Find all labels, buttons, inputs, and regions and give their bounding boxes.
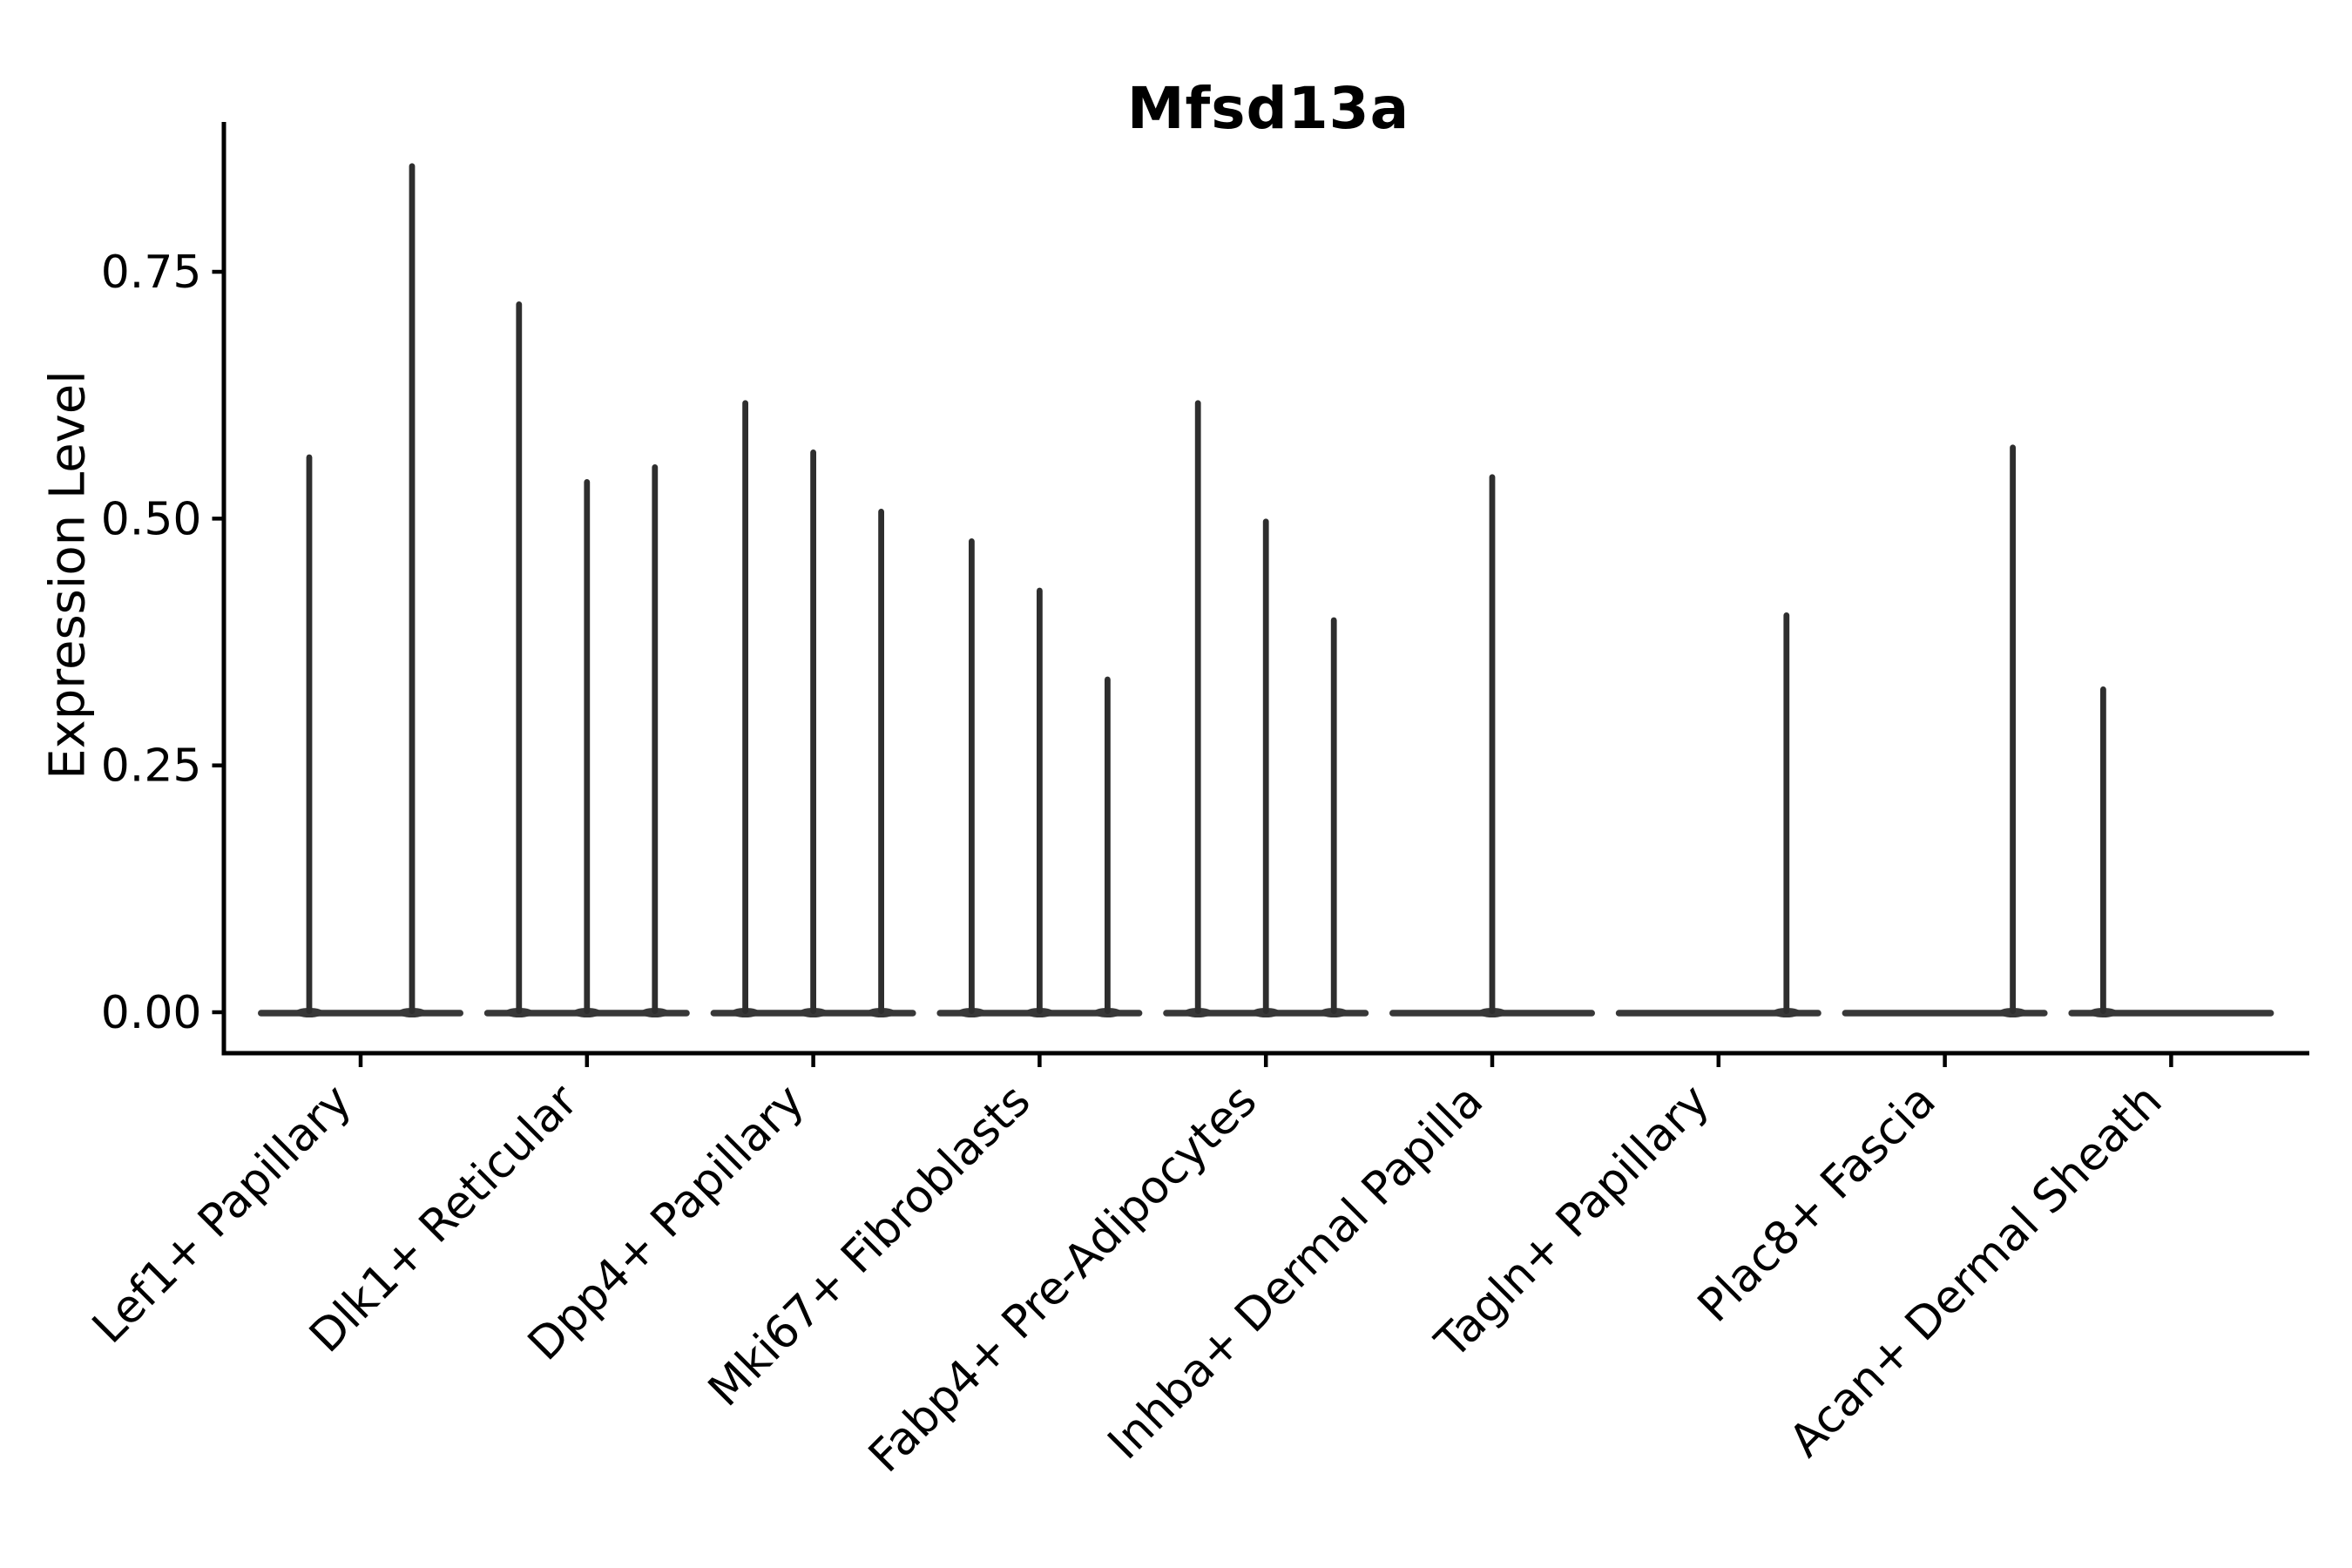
violin-spike bbox=[2100, 686, 2106, 1014]
violin-spike bbox=[878, 509, 884, 1014]
y-tick-label: 0.25 bbox=[101, 740, 202, 793]
x-tick-label: Acan+ Dermal Sheath bbox=[1780, 1075, 2173, 1468]
violin-spike bbox=[1105, 676, 1111, 1014]
y-tick-label: 0.00 bbox=[101, 987, 202, 1039]
violin-spike bbox=[1194, 400, 1201, 1014]
violin-spike bbox=[1330, 617, 1337, 1014]
violin-spike bbox=[742, 400, 748, 1014]
violin-base bbox=[2068, 1010, 2274, 1017]
y-tick-label: 0.75 bbox=[101, 247, 202, 299]
violin-spike bbox=[516, 301, 523, 1014]
x-tick-label: Fabp4+ Pre-Adipocytes bbox=[859, 1075, 1267, 1483]
violin-spike bbox=[969, 538, 975, 1014]
violin-spike bbox=[1489, 474, 1496, 1014]
violin-spike bbox=[409, 163, 416, 1014]
x-tick-label: Inhba+ Dermal Papilla bbox=[1098, 1075, 1493, 1470]
x-axis-spine bbox=[221, 1051, 2309, 1056]
violin-base bbox=[1842, 1010, 2048, 1017]
violin-spike bbox=[1037, 587, 1043, 1014]
violin-spike bbox=[652, 464, 659, 1014]
violin-spike bbox=[584, 479, 591, 1014]
violin-spike bbox=[1783, 612, 1790, 1014]
violin-spike bbox=[1262, 518, 1269, 1014]
violin-base bbox=[258, 1010, 463, 1017]
violin-spike bbox=[306, 454, 313, 1014]
violin-spike bbox=[2010, 444, 2016, 1014]
violin-spike bbox=[810, 449, 816, 1014]
y-tick-label: 0.50 bbox=[101, 493, 202, 545]
x-tick-label: Plac8+ Fascia bbox=[1688, 1075, 1946, 1333]
y-axis-spine bbox=[221, 122, 226, 1056]
y-axis-label: Expression Level bbox=[39, 370, 97, 780]
violin-base bbox=[1615, 1010, 1821, 1017]
chart-title: Mfsd13a bbox=[1126, 75, 1410, 142]
